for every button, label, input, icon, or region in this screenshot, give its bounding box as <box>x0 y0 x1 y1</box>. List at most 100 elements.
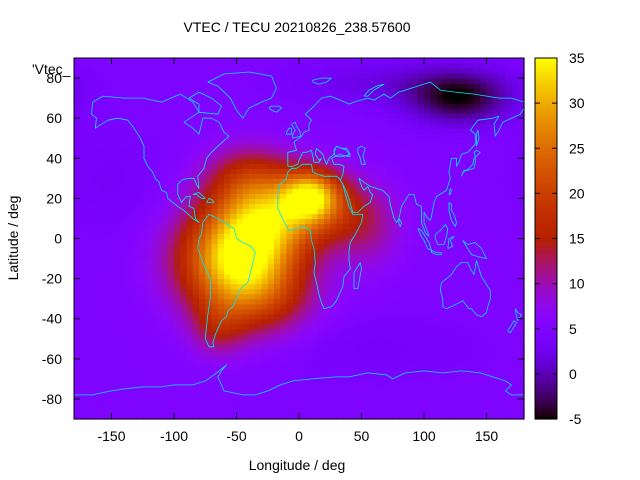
heatmap-cell <box>286 408 294 415</box>
heatmap-cell <box>430 73 438 79</box>
heatmap-cell <box>330 388 338 395</box>
heatmap-cell <box>349 233 356 240</box>
heatmap-cell <box>292 318 300 325</box>
heatmap-cell <box>417 248 425 255</box>
heatmap-cell <box>149 133 156 139</box>
heatmap-cell <box>474 373 481 380</box>
heatmap-cell <box>467 73 475 79</box>
heatmap-cell <box>186 163 194 169</box>
heatmap-cell <box>361 123 369 129</box>
heatmap-cell <box>267 113 275 119</box>
heatmap-cell <box>411 258 419 265</box>
heatmap-cell <box>86 363 94 370</box>
heatmap-cell <box>292 288 300 295</box>
heatmap-cell <box>111 218 119 225</box>
heatmap-cell <box>336 263 344 270</box>
heatmap-cell <box>480 313 488 320</box>
heatmap-cell <box>405 368 413 375</box>
heatmap-cell <box>392 308 400 315</box>
heatmap-cell <box>480 113 488 119</box>
heatmap-cell <box>130 368 138 375</box>
heatmap-cell <box>474 123 481 129</box>
heatmap-cell <box>474 83 481 89</box>
heatmap-cell <box>486 198 494 204</box>
heatmap-cell <box>74 98 81 104</box>
heatmap-cell <box>99 148 106 154</box>
heatmap-cell <box>167 73 175 79</box>
heatmap-cell <box>249 298 256 305</box>
heatmap-cell <box>392 373 400 380</box>
heatmap-cell <box>499 318 506 325</box>
heatmap-cell <box>167 263 175 270</box>
heatmap-cell <box>311 58 319 64</box>
heatmap-cell <box>386 388 394 395</box>
heatmap-cell <box>105 303 113 310</box>
heatmap-cell <box>74 318 81 325</box>
heatmap-cell <box>86 133 94 139</box>
heatmap-cell <box>99 238 106 245</box>
heatmap-cell <box>167 383 175 390</box>
heatmap-cell <box>267 313 275 320</box>
heatmap-cell <box>311 308 319 315</box>
heatmap-cell <box>480 173 488 179</box>
heatmap-cell <box>386 273 394 280</box>
heatmap-cell <box>205 178 213 184</box>
heatmap-cell <box>224 353 231 360</box>
heatmap-cell <box>305 288 313 295</box>
heatmap-cell <box>442 333 450 340</box>
heatmap-cell <box>417 118 425 124</box>
heatmap-cell <box>236 333 244 340</box>
heatmap-cell <box>236 158 244 164</box>
heatmap-cell <box>492 408 500 415</box>
heatmap-cell <box>249 233 256 240</box>
heatmap-cell <box>330 193 338 199</box>
heatmap-cell <box>374 228 381 235</box>
heatmap-cell <box>399 73 406 79</box>
heatmap-cell <box>386 178 394 184</box>
heatmap-cell <box>411 73 419 79</box>
heatmap-cell <box>449 238 456 245</box>
heatmap-cell <box>499 198 506 204</box>
heatmap-cell <box>161 153 169 159</box>
heatmap-cell <box>136 123 144 129</box>
heatmap-cell <box>361 288 369 295</box>
heatmap-cell <box>167 58 175 64</box>
heatmap-cell <box>261 83 269 89</box>
heatmap-cell <box>299 403 306 410</box>
heatmap-cell <box>311 68 319 74</box>
heatmap-cell <box>455 68 463 74</box>
heatmap-cell <box>430 393 438 400</box>
heatmap-cell <box>224 328 231 335</box>
heatmap-cell <box>224 313 231 320</box>
heatmap-cell <box>480 298 488 305</box>
heatmap-cell <box>342 333 350 340</box>
heatmap-cell <box>111 383 119 390</box>
heatmap-cell <box>111 303 119 310</box>
heatmap-cell <box>124 178 131 184</box>
heatmap-cell <box>355 68 363 74</box>
heatmap-cell <box>267 293 275 300</box>
heatmap-cell <box>424 383 431 390</box>
heatmap-cell <box>292 263 300 270</box>
heatmap-cell <box>205 413 213 420</box>
heatmap-cell <box>299 153 306 159</box>
heatmap-cell <box>130 78 138 84</box>
heatmap-cell <box>261 413 269 420</box>
heatmap-cell <box>280 378 288 385</box>
heatmap-cell <box>442 63 450 69</box>
heatmap-cell <box>92 173 100 179</box>
heatmap-cell <box>499 348 506 355</box>
heatmap-cell <box>199 233 206 240</box>
heatmap-cell <box>367 303 375 310</box>
heatmap-cell <box>424 278 431 285</box>
heatmap-cell <box>274 328 281 335</box>
heatmap-cell <box>192 178 200 184</box>
heatmap-cell <box>230 398 238 405</box>
heatmap-cell <box>117 218 125 225</box>
heatmap-cell <box>199 68 206 74</box>
heatmap-cell <box>192 133 200 139</box>
heatmap-cell <box>311 323 319 330</box>
heatmap-cell <box>149 368 156 375</box>
heatmap-cell <box>486 88 494 94</box>
heatmap-cell <box>124 208 131 215</box>
